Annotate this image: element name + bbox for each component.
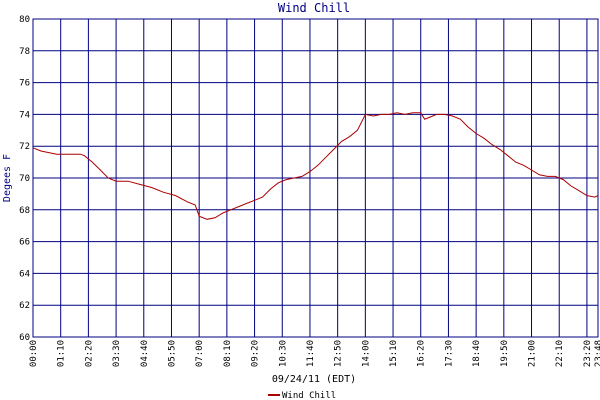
x-tick-label: 08:10: [223, 340, 233, 367]
y-tick-label: 76: [19, 79, 30, 89]
x-tick-label: 02:20: [84, 340, 94, 367]
x-tick-label: 01:10: [57, 340, 67, 367]
x-tick-label: 04:40: [140, 340, 150, 367]
x-tick-label: 17:30: [444, 340, 454, 367]
x-tick-label: 11:40: [306, 340, 316, 367]
data-line: [32, 112, 599, 220]
x-tick-label: 21:00: [528, 340, 538, 367]
y-tick-label: 72: [19, 142, 30, 152]
y-tick-label: 80: [19, 15, 30, 25]
x-tick-label: 07:00: [195, 340, 205, 367]
y-tick-label: 64: [19, 269, 30, 279]
x-tick-label: 09:20: [251, 340, 261, 367]
x-tick-label: 12:50: [334, 340, 344, 367]
x-tick-label: 23:48: [594, 340, 600, 367]
x-tick-label: 10:30: [278, 340, 288, 367]
chart-title: Wind Chill: [278, 1, 350, 15]
x-axis-label: 09/24/11 (EDT): [272, 374, 356, 385]
x-tick-label: 00:00: [29, 340, 39, 367]
y-tick-label: 60: [19, 333, 30, 343]
y-tick-label: 62: [19, 301, 30, 311]
x-tick-label: 18:40: [472, 340, 482, 367]
x-tick-label: 22:10: [555, 340, 565, 367]
y-tick-label: 74: [19, 110, 30, 120]
y-tick-label: 78: [19, 47, 30, 57]
x-tick-label: 03:30: [112, 340, 122, 367]
legend-label: Wind Chill: [282, 391, 336, 400]
x-tick-label: 16:20: [417, 340, 427, 367]
x-tick-label: 23:20: [583, 340, 593, 367]
y-tick-label: 68: [19, 206, 30, 216]
y-tick-label: 70: [19, 174, 30, 184]
y-tick-label: 66: [19, 238, 30, 248]
x-tick-label: 05:50: [167, 340, 177, 367]
x-tick-label: 19:50: [500, 340, 510, 367]
x-tick-label: 14:00: [361, 340, 371, 367]
plot-frame: [32, 18, 599, 338]
x-tick-label: 15:10: [389, 340, 399, 367]
y-axis-label: Degees F: [2, 154, 13, 202]
